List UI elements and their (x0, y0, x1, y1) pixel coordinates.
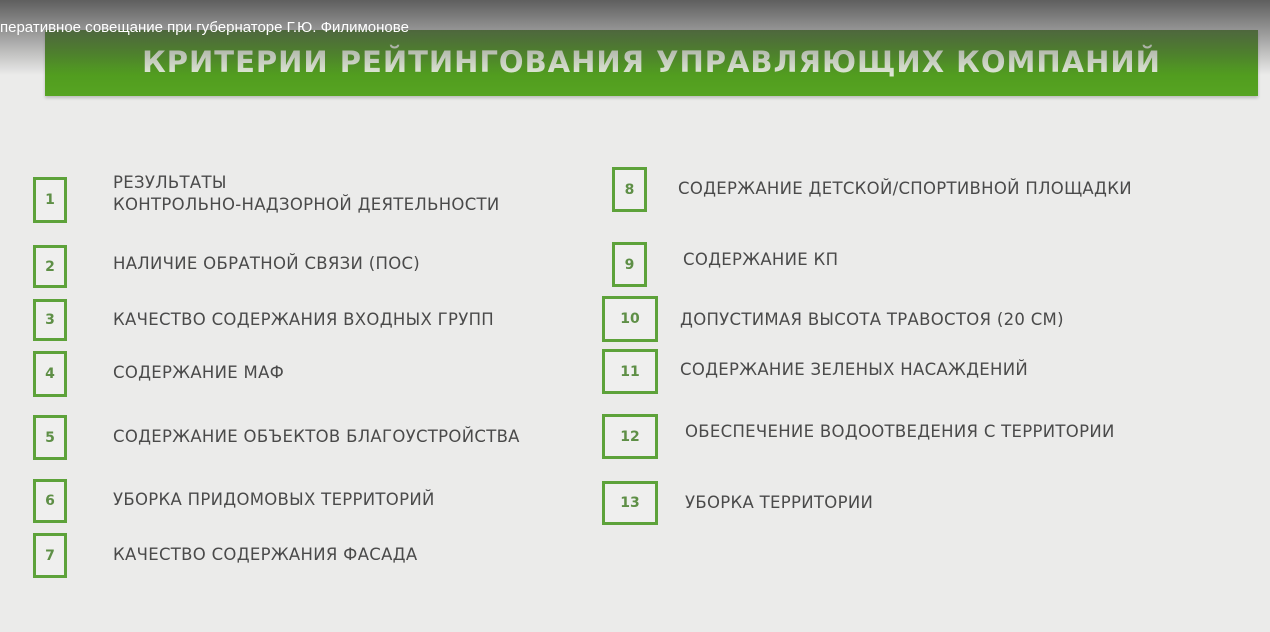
criterion-number-box: 4 (33, 351, 67, 397)
video-title[interactable]: перативное совещание при губернаторе Г.Ю… (0, 19, 409, 36)
criterion-number-box: 7 (33, 533, 67, 578)
criterion-number-box: 1 (33, 177, 67, 223)
criterion-number-box: 9 (612, 242, 647, 287)
criterion-label: КАЧЕСТВО СОДЕРЖАНИЯ ВХОДНЫХ ГРУПП (113, 310, 494, 329)
criterion-label-line: КОНТРОЛЬНО-НАДЗОРНОЙ ДЕЯТЕЛЬНОСТИ (113, 195, 500, 214)
criterion-number-box: 13 (602, 481, 658, 525)
criterion-label: СОДЕРЖАНИЕ ДЕТСКОЙ/СПОРТИВНОЙ ПЛОЩАДКИ (678, 179, 1132, 198)
criterion-label: СОДЕРЖАНИЕ КП (683, 250, 839, 269)
criterion-number-box: 11 (602, 349, 658, 394)
criterion-label: СОДЕРЖАНИЕ МАФ (113, 363, 285, 382)
criterion-number-box: 3 (33, 299, 67, 341)
criterion-label: ДОПУСТИМАЯ ВЫСОТА ТРАВОСТОЯ (20 СМ) (680, 310, 1064, 329)
criterion-number-box: 8 (612, 167, 647, 212)
slide-title-banner: КРИТЕРИИ РЕЙТИНГОВАНИЯ УПРАВЛЯЮЩИХ КОМПА… (45, 30, 1258, 96)
criterion-label: СОДЕРЖАНИЕ ОБЪЕКТОВ БЛАГОУСТРОЙСТВА (113, 427, 520, 446)
criterion-label: ОБЕСПЕЧЕНИЕ ВОДООТВЕДЕНИЯ С ТЕРРИТОРИИ (685, 422, 1115, 441)
criterion-label: КАЧЕСТВО СОДЕРЖАНИЯ ФАСАДА (113, 545, 418, 564)
criterion-label: НАЛИЧИЕ ОБРАТНОЙ СВЯЗИ (ПОС) (113, 254, 421, 273)
criterion-label: СОДЕРЖАНИЕ ЗЕЛЕНЫХ НАСАЖДЕНИЙ (680, 360, 1028, 379)
criterion-label: УБОРКА ПРИДОМОВЫХ ТЕРРИТОРИЙ (113, 490, 435, 509)
criterion-label: УБОРКА ТЕРРИТОРИИ (685, 493, 874, 512)
criterion-number-box: 12 (602, 414, 658, 459)
criterion-label-line: РЕЗУЛЬТАТЫ (113, 173, 227, 192)
criterion-number-box: 10 (602, 296, 658, 342)
criterion-label: РЕЗУЛЬТАТЫ КОНТРОЛЬНО-НАДЗОРНОЙ ДЕЯТЕЛЬН… (113, 172, 500, 216)
slide-title: КРИТЕРИИ РЕЙТИНГОВАНИЯ УПРАВЛЯЮЩИХ КОМПА… (142, 45, 1161, 79)
criterion-number-box: 2 (33, 245, 67, 288)
criterion-number-box: 5 (33, 415, 67, 460)
criterion-number-box: 6 (33, 479, 67, 523)
